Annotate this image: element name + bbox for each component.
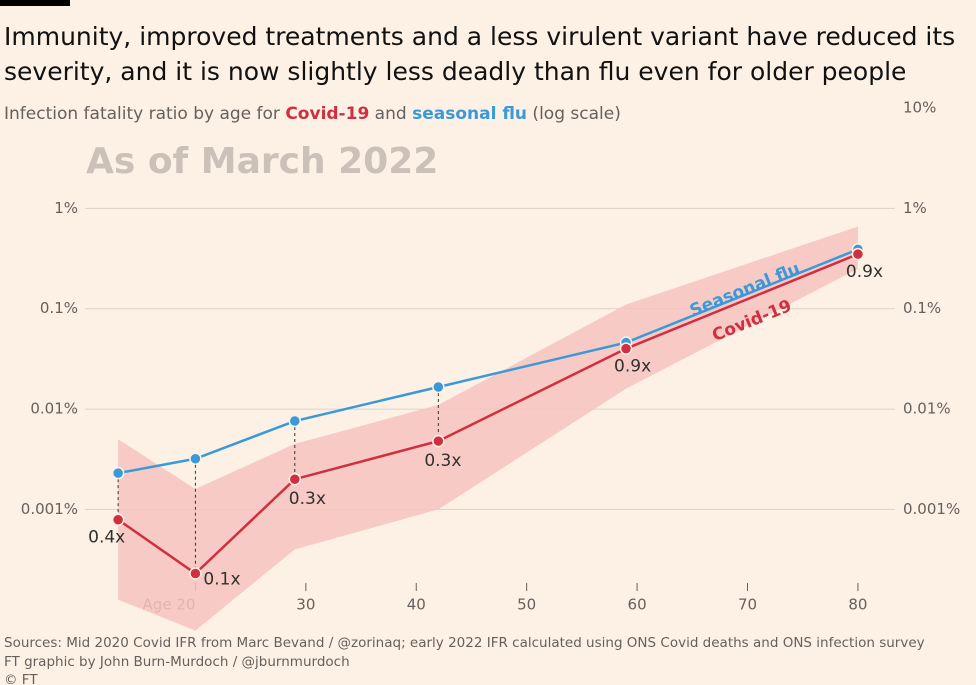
point: [111, 513, 125, 526]
subtitle: Infection fatality ratio by age for Covi…: [4, 104, 621, 124]
point: [288, 414, 302, 428]
copyright: © FT: [4, 672, 38, 685]
x-tick-label: 40: [407, 596, 426, 614]
x-tick-label: 70: [738, 596, 757, 614]
top-bar: [0, 0, 70, 6]
point: [189, 452, 202, 465]
x-tick-label: 60: [628, 596, 647, 614]
plot: 1%0.1%0.01%0.001%10%1%0.1%0.01%0.001%Age…: [21, 99, 960, 631]
y-tick-label: 0.01%: [30, 400, 78, 418]
title-line: severity, and it is now slightly less de…: [4, 57, 906, 86]
ratio-label: 0.1x: [203, 569, 240, 589]
ratio-label: 0.9x: [846, 262, 883, 282]
credit: FT graphic by John Burn-Murdoch / @jburn…: [4, 654, 350, 670]
subtitle-part: Covid-19: [285, 104, 369, 124]
y2-tick-label: 1%: [903, 199, 927, 217]
point: [189, 567, 202, 580]
subtitle-part: (log scale): [527, 104, 621, 124]
subtitle-part: and: [369, 104, 412, 124]
point: [432, 434, 445, 448]
watermark: As of March 2022: [86, 141, 438, 182]
series-line: [117, 252, 859, 576]
y-tick-label: 0.001%: [21, 500, 78, 518]
x-tick-label: 50: [517, 596, 536, 614]
point: [851, 247, 865, 261]
x-tick-label: 30: [296, 596, 315, 614]
ratio-label: 0.9x: [614, 357, 651, 377]
point: [619, 342, 633, 355]
subtitle-part: Infection fatality ratio by age for: [4, 104, 285, 124]
series-line: [117, 248, 859, 475]
point: [288, 472, 302, 486]
point: [111, 466, 125, 480]
confidence-band: [118, 226, 858, 631]
y-tick-label: 0.1%: [40, 299, 78, 317]
y2-tick-label: 0.01%: [903, 400, 951, 418]
y2-tick-label: 0.1%: [903, 299, 941, 317]
ratio-label: 0.3x: [424, 451, 461, 471]
sources: Sources: Mid 2020 Covid IFR from Marc Be…: [4, 635, 925, 651]
y2-tick-label: 0.001%: [903, 500, 960, 518]
ratio-label: 0.3x: [289, 489, 326, 509]
ratio-label: 0.4x: [88, 528, 125, 548]
y-tick-label: 1%: [54, 199, 78, 217]
subtitle-part: seasonal flu: [412, 104, 527, 124]
y2-tick-label: 10%: [903, 99, 936, 117]
point: [432, 380, 445, 394]
x-tick-label: 80: [848, 596, 867, 614]
title-line: Immunity, improved treatments and a less…: [4, 22, 955, 51]
